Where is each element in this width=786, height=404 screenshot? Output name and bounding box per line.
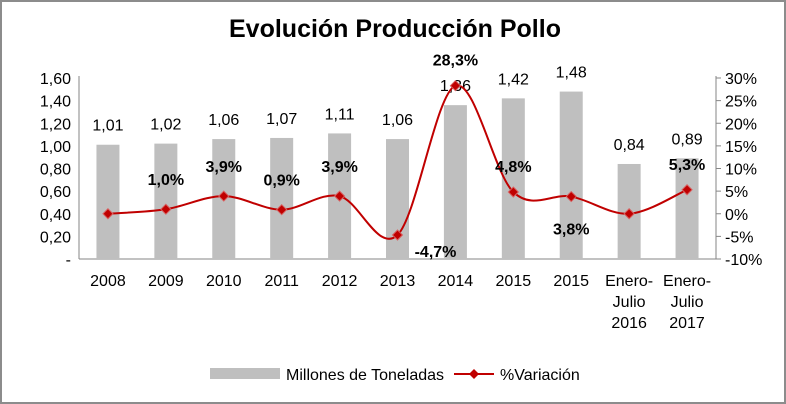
- legend-label-bars: Millones de Toneladas: [286, 367, 444, 384]
- left-tick-label: 1,00: [40, 139, 71, 156]
- x-tick-label: 2015: [553, 273, 589, 290]
- right-tick-label: -5%: [725, 229, 753, 246]
- bar-data-label: 1,07: [266, 111, 297, 128]
- left-tick-label: 1,20: [40, 116, 71, 133]
- x-tick-label: 2008: [90, 273, 126, 290]
- x-tick-label: 2013: [380, 273, 416, 290]
- variation-data-label: 3,9%: [321, 159, 357, 176]
- bar: [443, 105, 467, 260]
- bar-data-label: 1,06: [382, 112, 413, 129]
- right-tick-label: 0%: [725, 207, 748, 224]
- variation-marker: [333, 190, 346, 202]
- right-tick-label: 10%: [725, 162, 757, 179]
- variation-data-label: 5,3%: [669, 157, 705, 174]
- left-tick-label: 0,40: [40, 207, 71, 224]
- x-tick-label: 2014: [438, 273, 474, 290]
- variation-marker: [507, 186, 520, 198]
- bar: [675, 158, 699, 259]
- variation-marker: [565, 190, 577, 203]
- variation-marker: [391, 229, 404, 241]
- variation-marker: [160, 203, 172, 215]
- variation-data-label: 4,8%: [495, 159, 531, 176]
- variation-data-label: 0,9%: [263, 173, 299, 190]
- bar: [501, 98, 525, 259]
- variation-marker: [623, 208, 635, 220]
- bar: [559, 91, 583, 259]
- bar-data-label: 1,48: [556, 65, 587, 82]
- right-tick-label: 15%: [725, 139, 757, 156]
- x-tick-label: 2012: [322, 273, 358, 290]
- variation-marker: [449, 79, 462, 92]
- left-tick-label: -: [66, 252, 71, 269]
- right-tick-label: 30%: [725, 71, 757, 88]
- variation-marker: [218, 190, 230, 202]
- right-tick-label: 5%: [725, 184, 748, 201]
- x-tick-label: 2015: [496, 273, 532, 290]
- bar-data-label: 1,01: [92, 118, 123, 135]
- left-tick-label: 0,20: [40, 229, 71, 246]
- left-tick-label: 0,80: [40, 162, 71, 179]
- variation-data-label: 1,0%: [148, 172, 184, 189]
- bar: [154, 143, 178, 259]
- variation-marker: [102, 208, 114, 220]
- bar-data-label: 1,02: [150, 117, 181, 134]
- x-tick-label: 2010: [206, 273, 242, 290]
- bar-data-label: 1,06: [208, 112, 239, 129]
- right-tick-label: 25%: [725, 94, 757, 111]
- legend-label-line: %Variación: [500, 367, 580, 384]
- variation-data-label: 3,9%: [206, 159, 242, 176]
- variation-data-label: 3,8%: [553, 222, 589, 239]
- bar-data-label: 0,84: [614, 137, 645, 154]
- right-tick-label: -10%: [725, 252, 762, 269]
- chart-title: Evolución Producción Pollo: [229, 15, 561, 43]
- bar: [270, 137, 294, 259]
- legend-bar-swatch: [210, 368, 280, 379]
- bar: [386, 139, 409, 259]
- legend-diamond-icon: [469, 369, 479, 379]
- variation-marker: [681, 184, 693, 196]
- right-tick-label: 20%: [725, 116, 757, 133]
- bar-data-label: 0,89: [671, 131, 702, 148]
- bar-data-label: 1,42: [498, 71, 529, 88]
- x-tick-label: Enero-Julio 2016: [605, 273, 653, 332]
- x-tick-label: 2009: [148, 273, 184, 290]
- x-tick-label: 2011: [264, 273, 299, 290]
- bar: [96, 144, 120, 259]
- x-tick-label: Enero-Julio 2017: [663, 273, 711, 332]
- variation-marker: [275, 203, 288, 216]
- left-tick-label: 1,60: [40, 71, 71, 88]
- variation-data-label: 28,3%: [433, 53, 478, 70]
- variation-data-label: -4,7%: [415, 244, 457, 261]
- bar-data-label: 1,11: [325, 106, 355, 123]
- left-tick-label: 0,60: [40, 184, 71, 201]
- left-tick-label: 1,40: [40, 94, 71, 111]
